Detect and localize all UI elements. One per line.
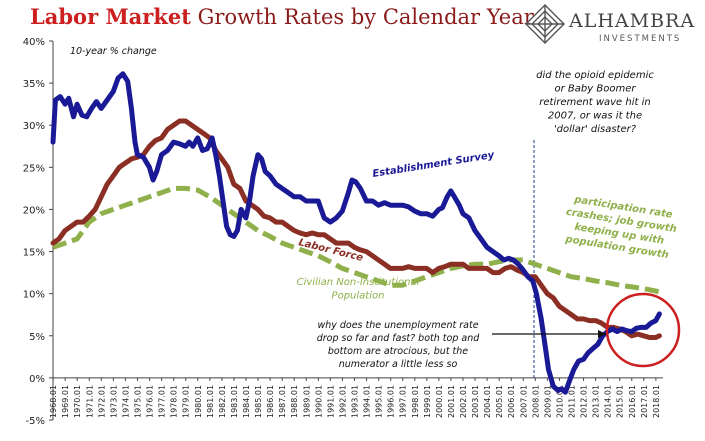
x-tick-label: 1994.01 — [363, 385, 372, 418]
y-tick-label: 10% — [23, 290, 45, 301]
annotation-line: Population — [332, 291, 385, 302]
x-tick-label: 1981.01 — [206, 385, 215, 418]
x-tick-label: 1995.01 — [375, 385, 384, 418]
x-tick-label: 1998.01 — [411, 385, 420, 418]
x-tick-label: 2017.01 — [640, 385, 649, 418]
x-tick-label: 2016.01 — [628, 385, 637, 418]
y-tick-label: 35% — [23, 79, 45, 90]
series-line-civilian-non-institutional-population — [52, 185, 661, 295]
x-tick-label: 2008.01 — [531, 385, 540, 418]
y-tick-label: 40% — [23, 37, 45, 48]
x-tick-label: 2006.01 — [507, 385, 516, 418]
x-tick-label: 1997.01 — [399, 385, 408, 418]
logo: ALHAMBRA INVESTMENTS — [525, 4, 700, 48]
x-tick-label: 1970.01 — [73, 385, 82, 418]
x-tick-label: 1971.01 — [85, 385, 94, 418]
annotation-line: Establishment Survey — [372, 150, 496, 180]
x-tick-label: 2004.01 — [483, 385, 492, 418]
axes: -5% 0% 5% 10% 15% 20% 25% 30% 35% 40% 1968.01 1969.… — [23, 37, 663, 427]
annotation-line: numerator a little less so — [339, 359, 458, 370]
y-tick-label: 25% — [23, 163, 45, 174]
x-tick-label: 2009.01 — [543, 385, 552, 418]
x-tick-label: 1982.01 — [218, 385, 227, 418]
annotation-population: Civilian Non-Institutional Population — [297, 277, 420, 302]
marks — [50, 71, 681, 395]
y-tick-label: 30% — [23, 121, 45, 132]
chart-title: Labor Market Growth Rates by Calendar Ye… — [30, 4, 534, 29]
x-tick-label: 2007.01 — [519, 385, 528, 418]
y-tick-label: 20% — [23, 205, 45, 216]
annotation-unemployment: why does the unemployment rate drop so fa… — [317, 320, 481, 370]
x-tick-label: 1992.01 — [338, 385, 347, 418]
x-tick-label: 1969.01 — [61, 385, 70, 418]
chart-title-rest: Growth Rates by Calendar Year — [190, 5, 534, 29]
logo-sub: INVESTMENTS — [599, 34, 682, 44]
arrow-head — [598, 330, 606, 338]
x-tick-label: 1984.01 — [242, 385, 251, 418]
x-tick-label: 2000.01 — [435, 385, 444, 418]
x-tick-label: 2015.01 — [616, 385, 625, 418]
x-tick-label: 1974.01 — [121, 385, 130, 418]
x-tick-label: 2018.01 — [652, 385, 661, 418]
x-tick-label: 2005.01 — [495, 385, 504, 418]
y-tick-label: 5% — [29, 332, 45, 343]
series-line-establishment-survey — [50, 71, 662, 395]
annotation-opioid: did the opioid epidemic or Baby Boomer ret… — [536, 70, 654, 135]
x-tick-label: 1980.01 — [194, 385, 203, 418]
highlight-circle — [605, 292, 681, 368]
x-tick-label: 1993.01 — [351, 385, 360, 418]
y-tick-label: 0% — [29, 374, 45, 385]
annotation-line: drop so far and fast? both top and — [317, 333, 481, 344]
series-line-labor-force — [50, 118, 662, 340]
annotation-line: why does the unemployment rate — [317, 320, 478, 331]
x-tick-label: 1975.01 — [134, 385, 143, 418]
annotation-line: Civilian Non-Institutional — [297, 277, 420, 288]
x-tick-label: 1990.01 — [314, 385, 323, 418]
x-tick-label: 2013.01 — [592, 385, 601, 418]
x-tick-label: 1968.01 — [49, 385, 58, 418]
annotation-line: retirement wave hit in — [539, 97, 650, 108]
x-tick-label: 1973.01 — [109, 385, 118, 418]
logo-brand: ALHAMBRA — [569, 10, 696, 32]
x-tick-label: 2014.01 — [604, 385, 613, 418]
y-tick-label: 15% — [23, 248, 45, 259]
x-tick-label: 1996.01 — [387, 385, 396, 418]
x-tick-label: 2003.01 — [471, 385, 480, 418]
x-tick-label: 2002.01 — [459, 385, 468, 418]
x-tick-label: 1977.01 — [158, 385, 167, 418]
logo-diamond-icon — [525, 4, 565, 44]
annotation-line: 2007, or was it the — [548, 111, 642, 122]
chart-title-bold: Labor Market — [30, 4, 191, 29]
x-tick-label: 1987.01 — [278, 385, 287, 418]
annotation-line: did the opioid epidemic — [536, 70, 654, 81]
x-tick-label: 2001.01 — [447, 385, 456, 418]
x-tick-label: 1991.01 — [326, 385, 335, 418]
annotation-establishment: Establishment Survey — [372, 150, 496, 180]
annotation-line: bottom are atrocious, but the — [328, 346, 468, 357]
x-tick-label: 1989.01 — [302, 385, 311, 418]
x-tick-label: 1976.01 — [146, 385, 155, 418]
x-tick-label: 2011.01 — [568, 385, 577, 418]
x-tick-label: 1986.01 — [266, 385, 275, 418]
x-tick-label: 1972.01 — [97, 385, 106, 418]
x-tick-label: 1979.01 — [182, 385, 191, 418]
x-tick-label: 1985.01 — [254, 385, 263, 418]
x-tick-label: 1988.01 — [290, 385, 299, 418]
x-tick-label: 1978.01 — [170, 385, 179, 418]
y-tick-label: -5% — [26, 416, 45, 427]
chart-subtitle: 10-year % change — [70, 46, 157, 57]
x-tick-label: 1983.01 — [230, 385, 239, 418]
annotation-line: 'dollar' disaster? — [554, 124, 637, 135]
annotation-line: or Baby Boomer — [555, 84, 637, 95]
x-tick-label: 2010.01 — [555, 385, 564, 418]
x-tick-label: 1999.01 — [423, 385, 432, 418]
x-tick-label: 2012.01 — [580, 385, 589, 418]
